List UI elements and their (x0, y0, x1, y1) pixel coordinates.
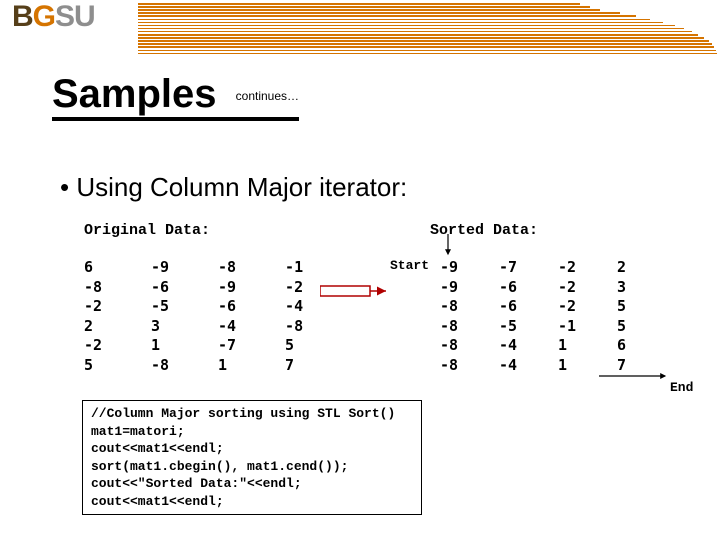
code-line-5: cout<<mat1<<endl; (91, 493, 413, 511)
orig-col-0: 6 -8 -2 2 -2 5 (84, 258, 108, 375)
orig-col-1: -9 -6 -5 3 1 -8 (151, 258, 175, 375)
sorted-col-0: -9 -9 -8 -8 -8 -8 (440, 258, 464, 375)
code-snippet: //Column Major sorting using STL Sort() … (82, 400, 422, 515)
continues-text: continues… (236, 89, 299, 103)
original-data-label: Original Data: (84, 222, 210, 239)
end-arrow-icon (595, 368, 675, 388)
logo: BGSU (12, 0, 95, 34)
logo-g: G (33, 0, 55, 33)
code-line-2: cout<<mat1<<endl; (91, 440, 413, 458)
code-line-0: //Column Major sorting using STL Sort() (91, 405, 413, 423)
sorted-col-2: -2 -2 -2 -1 1 1 (558, 258, 582, 375)
code-line-1: mat1=matori; (91, 423, 413, 441)
start-label: Start (390, 258, 429, 273)
original-data-grid: 6 -8 -2 2 -2 5 -9 -6 -5 3 1 -8 -8 -9 -6 … (84, 258, 343, 375)
start-arrow-icon (442, 232, 462, 260)
title-text: Samples (52, 72, 217, 116)
slide-title: Samples continues… (52, 72, 299, 121)
code-line-3: sort(mat1.cbegin(), mat1.cend()); (91, 458, 413, 476)
logo-b: B (12, 0, 33, 33)
sorted-col-1: -7 -6 -6 -5 -4 -4 (499, 258, 523, 375)
orig-col-3: -1 -2 -4 -8 5 7 (285, 258, 309, 375)
bullet-text: • Using Column Major iterator: (60, 172, 407, 203)
logo-su: SU (55, 0, 95, 33)
pass-arrow-icon (320, 282, 390, 302)
sorted-data-grid: -9 -9 -8 -8 -8 -8 -7 -6 -6 -5 -4 -4 -2 -… (440, 258, 667, 375)
sorted-col-3: 2 3 5 5 6 7 (617, 258, 641, 375)
orig-col-2: -8 -9 -6 -4 -7 1 (218, 258, 242, 375)
code-line-4: cout<<"Sorted Data:"<<endl; (91, 475, 413, 493)
